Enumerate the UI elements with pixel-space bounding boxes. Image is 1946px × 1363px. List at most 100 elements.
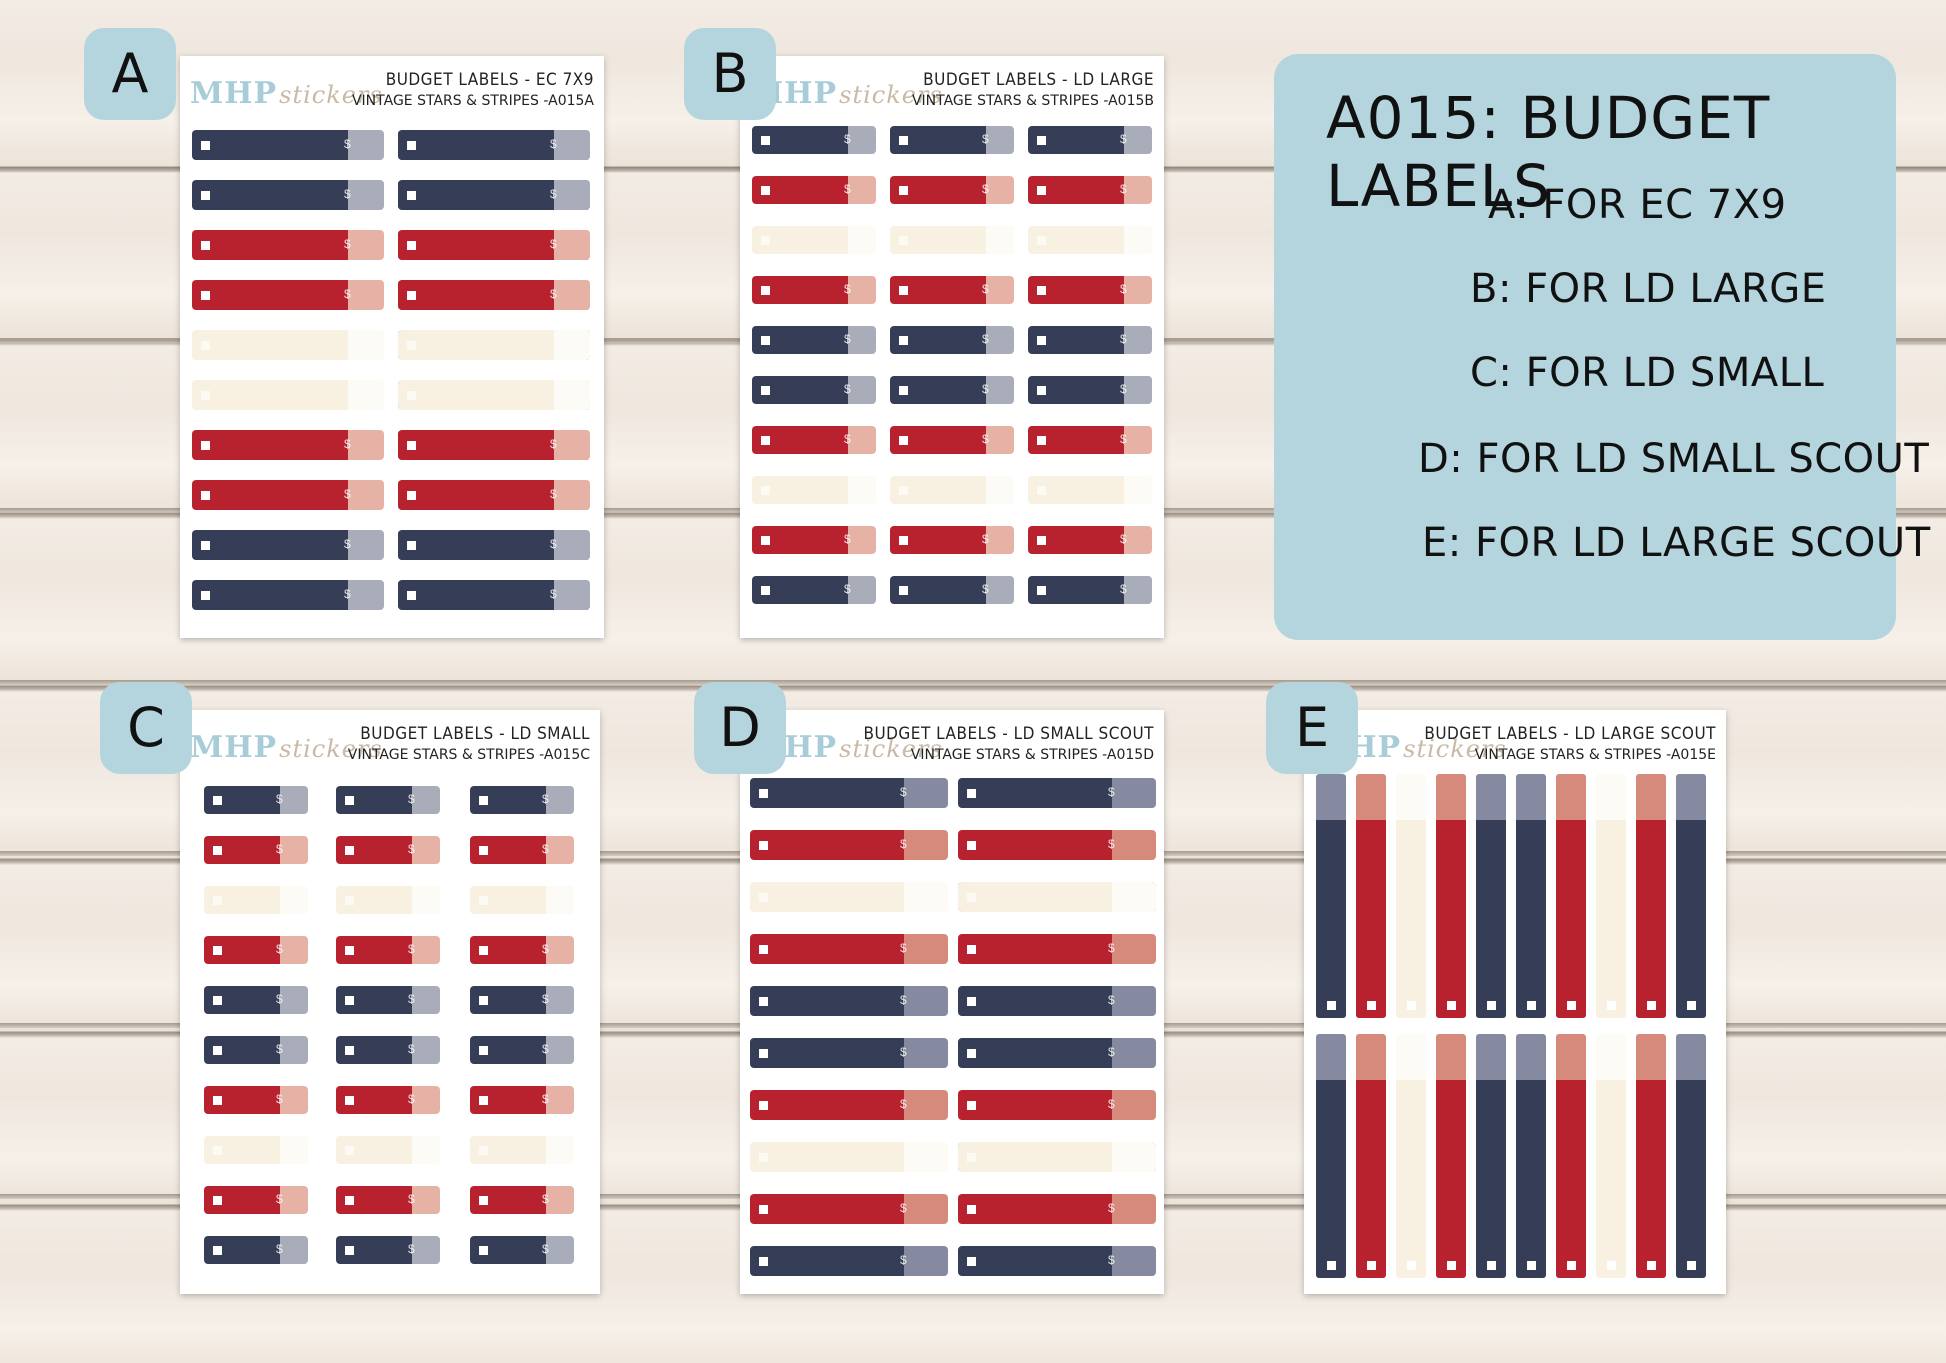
budget-label: $ [204, 786, 308, 814]
budget-label-vertical [1516, 1034, 1546, 1278]
dollar-sign: $ [844, 532, 851, 546]
budget-label: $ [750, 1194, 948, 1224]
checkbox-icon [1037, 586, 1046, 595]
budget-label [958, 1142, 1156, 1172]
checkbox-icon [967, 1101, 976, 1110]
budget-label: $ [752, 126, 876, 154]
budget-label: $ [398, 130, 590, 160]
checkbox-icon [759, 945, 768, 954]
budget-label: $ [1028, 326, 1152, 354]
budget-label: $ [890, 276, 1014, 304]
budget-label: $ [398, 180, 590, 210]
checkbox-icon [1567, 1001, 1576, 1010]
checkbox-icon [479, 1246, 488, 1255]
budget-label: $ [1028, 426, 1152, 454]
checkbox-icon [1647, 1261, 1656, 1270]
checkbox-icon [201, 341, 210, 350]
dollar-sign: $ [276, 1042, 283, 1056]
checkbox-icon [761, 436, 770, 445]
checkbox-icon [899, 136, 908, 145]
budget-label: $ [192, 580, 384, 610]
budget-label: $ [192, 430, 384, 460]
checkbox-icon [1687, 1261, 1696, 1270]
dollar-sign: $ [542, 942, 549, 956]
dollar-sign: $ [550, 237, 557, 251]
info-panel: A015: BUDGET LABELS A: FOR EC 7X9 B: FOR… [1274, 54, 1930, 640]
info-line-c: C: FOR LD SMALL [1470, 350, 1825, 396]
sticker-sheet-c: MHPstickers BUDGET LABELS - LD SMALL VIN… [180, 710, 600, 1294]
dollar-sign: $ [276, 1192, 283, 1206]
brand-logo: MHPstickers [190, 76, 383, 111]
checkbox-icon [759, 893, 768, 902]
budget-label: $ [204, 1036, 308, 1064]
budget-label: $ [398, 480, 590, 510]
budget-label-vertical [1356, 1034, 1386, 1278]
dollar-sign: $ [982, 432, 989, 446]
dollar-sign: $ [982, 182, 989, 196]
budget-label [752, 476, 876, 504]
budget-label: $ [192, 530, 384, 560]
budget-label: $ [750, 986, 948, 1016]
checkbox-icon [761, 536, 770, 545]
dollar-sign: $ [408, 1192, 415, 1206]
dollar-sign: $ [1120, 332, 1127, 346]
checkbox-icon [1647, 1001, 1656, 1010]
checkbox-icon [407, 341, 416, 350]
budget-label [1028, 226, 1152, 254]
checkbox-icon [213, 1146, 222, 1155]
checkbox-icon [967, 841, 976, 850]
budget-label: $ [470, 786, 574, 814]
checkbox-icon [759, 1257, 768, 1266]
dollar-sign: $ [1108, 1097, 1115, 1111]
budget-label: $ [336, 1186, 440, 1214]
sheet-header: MHPstickers BUDGET LABELS - LD LARGE VIN… [748, 62, 1156, 120]
dollar-sign: $ [844, 432, 851, 446]
budget-label: $ [336, 1086, 440, 1114]
dollar-sign: $ [276, 942, 283, 956]
checkbox-icon [407, 391, 416, 400]
budget-label: $ [890, 426, 1014, 454]
checkbox-icon [213, 1246, 222, 1255]
dollar-sign: $ [900, 941, 907, 955]
info-line-d: D: FOR LD SMALL SCOUT [1418, 436, 1930, 482]
dollar-sign: $ [408, 842, 415, 856]
budget-label: $ [204, 836, 308, 864]
dollar-sign: $ [542, 842, 549, 856]
budget-label: $ [958, 830, 1156, 860]
budget-label: $ [398, 580, 590, 610]
dollar-sign: $ [542, 992, 549, 1006]
budget-label: $ [958, 1246, 1156, 1276]
budget-label [752, 226, 876, 254]
checkbox-icon [345, 1146, 354, 1155]
dollar-sign: $ [550, 437, 557, 451]
dollar-sign: $ [344, 137, 351, 151]
sheet-title: BUDGET LABELS - EC 7X9 [385, 70, 594, 90]
dollar-sign: $ [844, 282, 851, 296]
dollar-sign: $ [1108, 993, 1115, 1007]
sticker-sheet-e: MHPstickers BUDGET LABELS - LD LARGE SCO… [1304, 710, 1726, 1294]
dollar-sign: $ [1108, 785, 1115, 799]
checkbox-icon [759, 841, 768, 850]
dollar-sign: $ [1120, 532, 1127, 546]
budget-label: $ [1028, 376, 1152, 404]
checkbox-icon [213, 796, 222, 805]
budget-label-vertical [1436, 774, 1466, 1018]
dollar-sign: $ [542, 1092, 549, 1106]
checkbox-icon [899, 336, 908, 345]
dollar-sign: $ [900, 1097, 907, 1111]
dollar-sign: $ [542, 1242, 549, 1256]
checkbox-icon [479, 1146, 488, 1155]
dollar-sign: $ [900, 837, 907, 851]
dollar-sign: $ [550, 587, 557, 601]
checkbox-icon [1487, 1261, 1496, 1270]
checkbox-icon [761, 386, 770, 395]
checkbox-icon [1367, 1261, 1376, 1270]
checkbox-icon [479, 996, 488, 1005]
sheet-header: MHPstickers BUDGET LABELS - LD LARGE SCO… [1312, 716, 1718, 774]
sheet-subtitle: VINTAGE STARS & STRIPES -A015A [351, 93, 594, 109]
checkbox-icon [479, 1196, 488, 1205]
budget-label: $ [958, 1194, 1156, 1224]
dollar-sign: $ [408, 792, 415, 806]
checkbox-icon [1607, 1001, 1616, 1010]
budget-label: $ [890, 126, 1014, 154]
